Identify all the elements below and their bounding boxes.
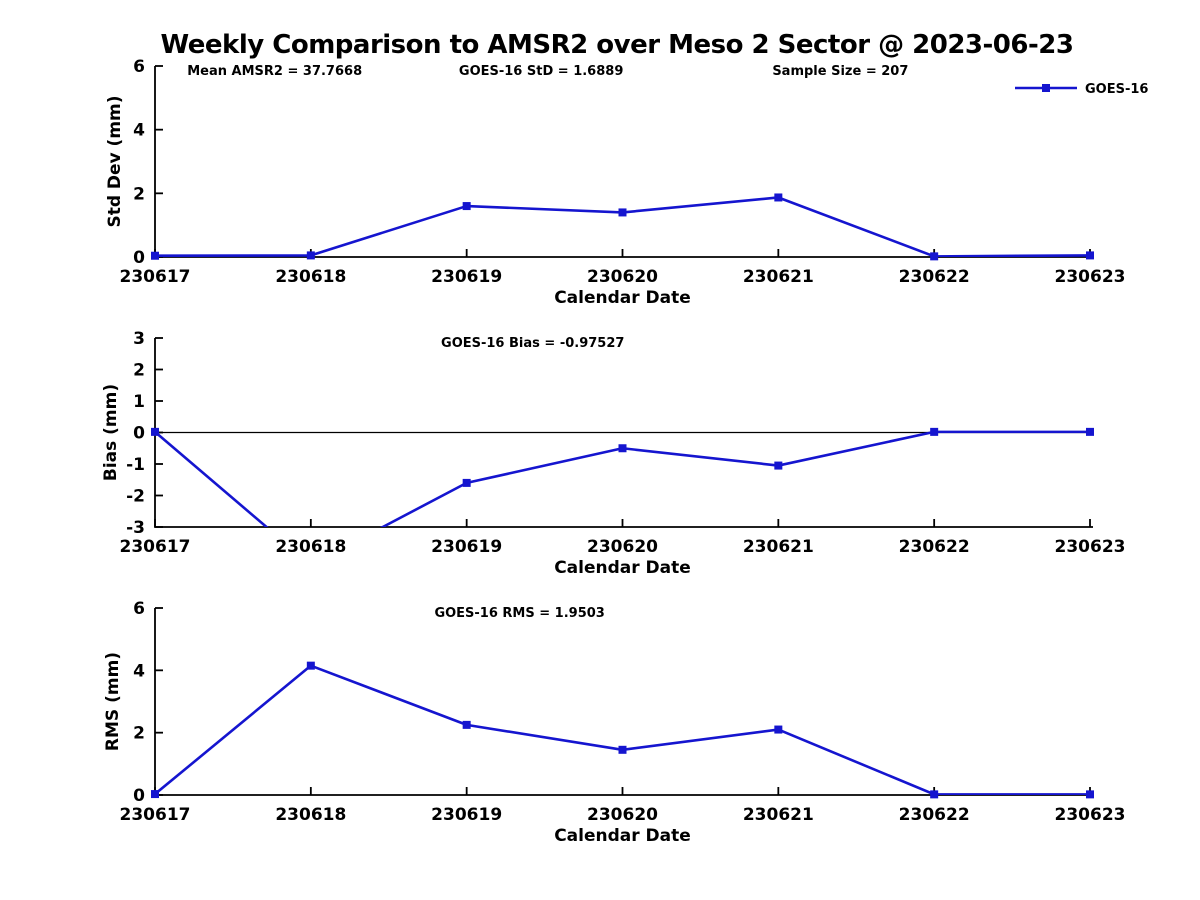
x-tick-label: 230619 (431, 267, 502, 287)
y-axis-label: RMS (mm) (103, 652, 123, 751)
x-tick-label: 230617 (120, 267, 191, 287)
y-tick-label: 2 (133, 361, 145, 381)
x-tick-label: 230622 (899, 805, 970, 825)
y-tick-label: 6 (133, 57, 145, 77)
x-axis-label: Calendar Date (554, 558, 691, 578)
subplot-rms: 0 2 4 6 230617 230618 230619 230620 230621 230622… (103, 599, 1126, 846)
y-tick-label: -3 (126, 518, 145, 538)
data-point-marker (618, 208, 627, 217)
x-tick-label: 230617 (120, 537, 191, 557)
data-point-marker (151, 790, 159, 799)
y-tick-label: 3 (133, 329, 145, 349)
data-point-marker (462, 720, 471, 729)
data-point-marker (306, 661, 315, 670)
y-tick-label: 4 (133, 661, 145, 681)
legend-label: GOES-16 (1085, 82, 1148, 97)
x-tick-label: 230618 (275, 267, 346, 287)
y-axis-label: Std Dev (mm) (105, 95, 125, 227)
x-tick-label: 230621 (743, 267, 814, 287)
y-tick-label: 4 (133, 121, 145, 141)
x-tick-label: 230622 (899, 267, 970, 287)
annotation: GOES-16 Bias = -0.97527 (441, 336, 624, 351)
data-point-marker (151, 251, 159, 260)
x-tick-label: 230623 (1055, 537, 1126, 557)
data-point-marker (151, 427, 159, 436)
x-axis-label: Calendar Date (554, 826, 691, 846)
legend-marker (1042, 84, 1050, 92)
y-tick-label: -1 (126, 455, 145, 475)
data-point-marker (930, 790, 939, 799)
axes (154, 608, 1093, 796)
x-tick-label: 230619 (431, 537, 502, 557)
x-tick-label: 230621 (743, 805, 814, 825)
annotation: GOES-16 RMS = 1.9503 (434, 606, 604, 621)
data-point-marker (462, 478, 471, 487)
x-tick-label: 230618 (275, 805, 346, 825)
y-axis-label: Bias (mm) (101, 384, 121, 481)
axes (154, 66, 1093, 258)
y-tick-label: -2 (126, 487, 145, 507)
subplot-bias: -3 -2 -1 0 1 2 3 230617 230618 230619 230620 230621… (101, 329, 1126, 578)
y-tick-label: 1 (133, 392, 145, 412)
data-point-marker (462, 202, 471, 211)
x-tick-label: 230623 (1055, 267, 1126, 287)
x-axis-label: Calendar Date (554, 288, 691, 308)
x-tick-label: 230621 (743, 537, 814, 557)
data-point-marker (1086, 790, 1094, 799)
y-tick-label: 2 (133, 724, 145, 744)
x-tick-label: 230618 (275, 537, 346, 557)
annotation: Mean AMSR2 = 37.7668 (187, 64, 362, 79)
data-point-marker (774, 461, 783, 470)
x-tick-label: 230620 (587, 537, 658, 557)
data-point-marker (774, 193, 783, 202)
annotation: GOES-16 StD = 1.6889 (459, 64, 623, 79)
data-point-marker (618, 745, 627, 754)
x-tick-label: 230619 (431, 805, 502, 825)
subplot-std-dev: 0 2 4 6 230617 230618 230619 230620 230621 230622… (105, 57, 1148, 308)
chart-title: Weekly Comparison to AMSR2 over Meso 2 S… (160, 30, 1074, 60)
x-tick-label: 230623 (1055, 805, 1126, 825)
y-tick-label: 2 (133, 184, 145, 204)
data-point-marker (618, 444, 627, 453)
data-point-marker (930, 427, 939, 436)
data-point-marker (1086, 251, 1094, 260)
x-tick-label: 230620 (587, 805, 658, 825)
data-point-marker (774, 725, 783, 734)
y-tick-label: 6 (133, 599, 145, 619)
x-tick-label: 230620 (587, 267, 658, 287)
data-point-marker (1086, 427, 1094, 436)
y-tick-label: 0 (133, 424, 145, 444)
y-tick-label: 0 (133, 248, 145, 268)
data-point-marker (306, 251, 315, 260)
series-line (154, 196, 1091, 257)
annotation: Sample Size = 207 (772, 64, 908, 79)
x-tick-label: 230617 (120, 805, 191, 825)
y-tick-label: 0 (133, 786, 145, 806)
series-line (154, 664, 1090, 795)
data-point-marker (930, 252, 939, 261)
x-tick-label: 230622 (899, 537, 970, 557)
